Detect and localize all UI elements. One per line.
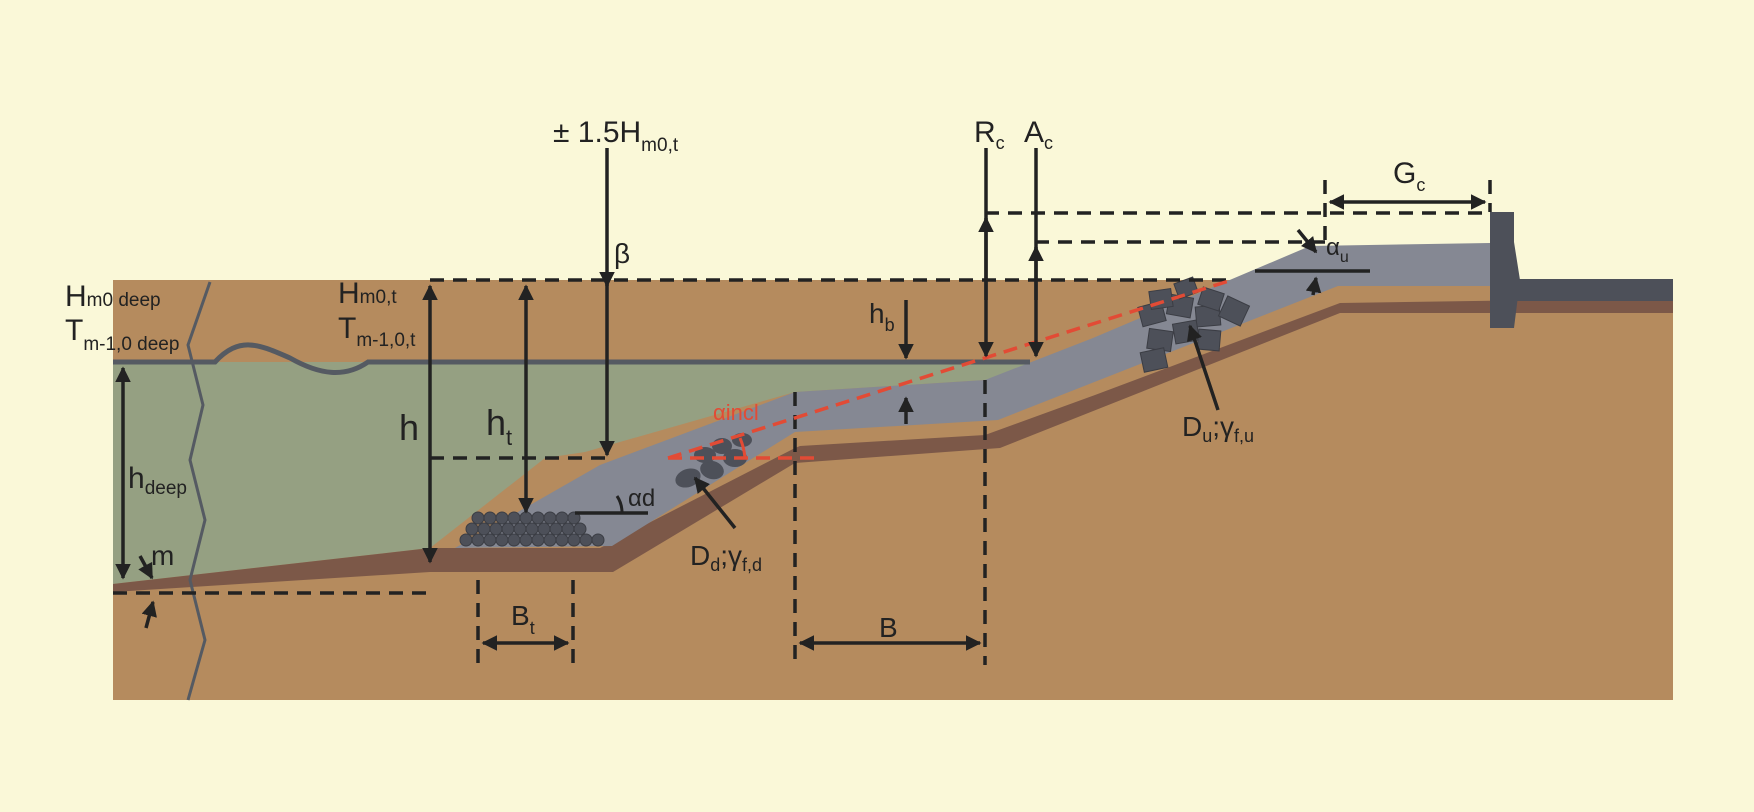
label-plus-minus-1-5-hm0-t: ± 1.5Hm0,t xyxy=(553,116,679,156)
label-gc: Gc xyxy=(1393,157,1425,195)
label-dd: Dd;γf,d xyxy=(690,540,762,575)
label-alpha-incl: αincl xyxy=(713,400,759,425)
label-alpha-u: αu xyxy=(1326,234,1349,266)
water-surface-line xyxy=(113,342,1030,375)
label-ht: ht xyxy=(486,402,512,450)
label-m: m xyxy=(151,540,174,571)
label-tm-deep: Tm-1,0 deep xyxy=(65,314,179,355)
m-arrow-top xyxy=(138,555,154,580)
alpha-d-arc xyxy=(615,495,624,514)
alpha-u-arrow-top xyxy=(1296,228,1318,254)
label-ac: Ac xyxy=(1024,116,1053,153)
du-pointer xyxy=(1187,324,1220,411)
label-tm-t: Tm-1,0,t xyxy=(338,312,416,351)
red-slope-line xyxy=(667,278,1233,460)
label-hm0-t: Hm0,t xyxy=(338,277,397,310)
label-b: B xyxy=(879,612,898,643)
clay-layer xyxy=(113,298,1673,592)
alpha-u-arrow-bottom xyxy=(1305,276,1322,296)
crest-road xyxy=(1514,279,1673,301)
dd-pointer xyxy=(693,476,737,530)
label-hb: hb xyxy=(869,298,895,335)
sea-water xyxy=(113,362,1030,584)
section-break-line xyxy=(186,281,212,701)
label-du: Du;γf,u xyxy=(1182,411,1254,446)
label-bt: Bt xyxy=(511,600,535,638)
label-hm0-deep: Hm0 deep xyxy=(65,280,161,313)
label-h-deep: hdeep xyxy=(128,462,187,499)
crest-wall xyxy=(1490,212,1520,328)
label-alpha-d: αd xyxy=(628,485,655,512)
m-arrow-bottom xyxy=(141,600,157,629)
red-alpha-incl-arc xyxy=(738,437,747,459)
label-beta: β xyxy=(614,238,630,269)
label-rc: Rc xyxy=(974,116,1005,153)
label-h: h xyxy=(399,407,419,448)
toe-stones xyxy=(459,511,605,547)
